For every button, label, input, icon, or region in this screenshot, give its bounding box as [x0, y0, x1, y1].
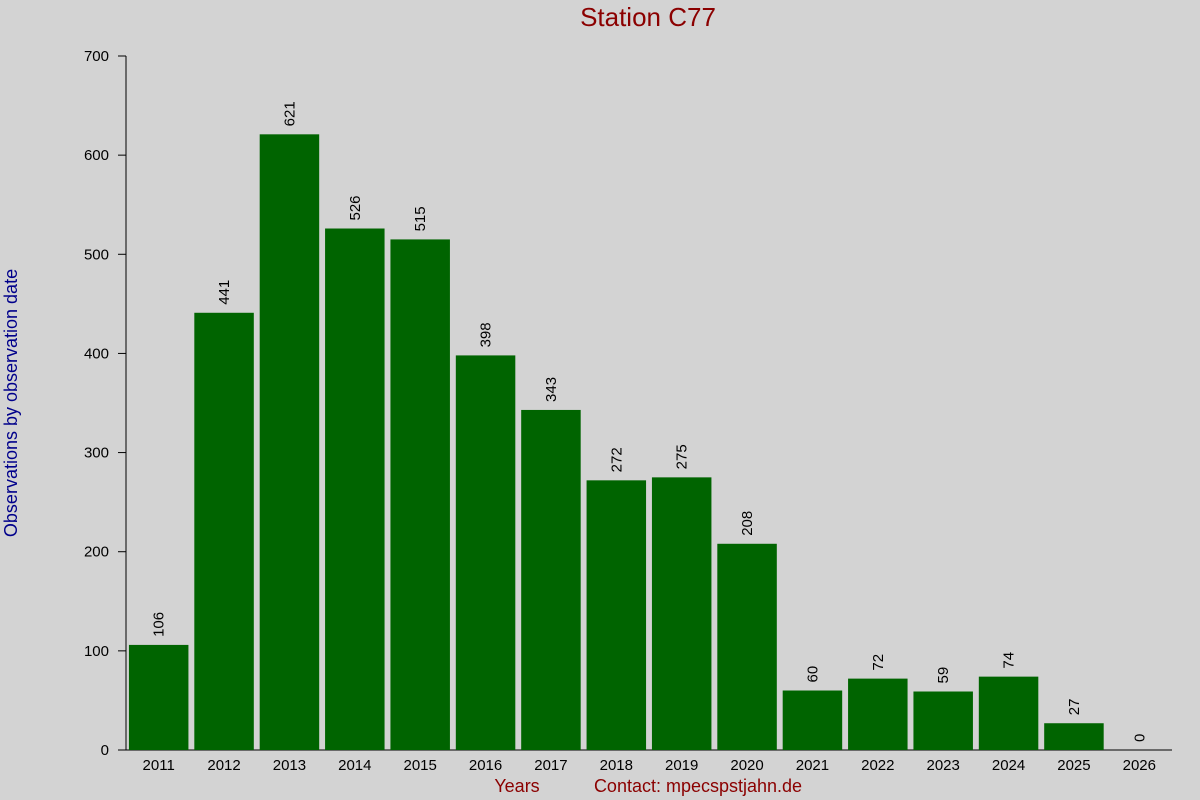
bar — [194, 312, 254, 750]
bar — [1044, 723, 1104, 750]
x-tick-label: 2017 — [534, 757, 567, 774]
x-tick-label: 2013 — [273, 757, 306, 774]
y-tick-label: 200 — [84, 544, 109, 561]
value-label: 275 — [674, 444, 691, 469]
value-label: 74 — [1001, 652, 1018, 669]
bar — [978, 676, 1039, 750]
bar — [455, 355, 516, 750]
value-label: 106 — [151, 612, 168, 637]
x-tick-label: 2019 — [665, 757, 698, 774]
bar — [848, 678, 908, 750]
x-tick-label: 2018 — [600, 757, 633, 774]
bar — [521, 409, 581, 750]
y-tick-label: 500 — [84, 246, 109, 263]
value-label: 441 — [216, 280, 233, 305]
value-label: 526 — [347, 195, 364, 220]
y-tick-label: 700 — [84, 48, 109, 65]
value-label: 60 — [804, 666, 821, 683]
bar — [782, 690, 843, 750]
value-label: 59 — [935, 667, 952, 684]
x-axis-label: Years — [494, 776, 539, 796]
y-tick-label: 300 — [84, 445, 109, 462]
value-label: 208 — [739, 511, 756, 536]
y-axis-label: Observations by observation date — [1, 269, 21, 537]
bar — [390, 239, 450, 750]
value-label: 272 — [608, 447, 625, 472]
value-label: 0 — [1131, 734, 1148, 742]
bar — [586, 480, 647, 750]
value-label: 621 — [281, 101, 298, 126]
bar — [325, 228, 385, 751]
x-tick-label: 2024 — [992, 757, 1025, 774]
contact: Contact: mpecspstjahn.de — [594, 776, 802, 796]
x-tick-label: 2021 — [796, 757, 829, 774]
value-label: 343 — [543, 377, 560, 402]
value-label: 72 — [870, 654, 887, 671]
y-tick-label: 400 — [84, 345, 109, 362]
y-tick-label: 0 — [101, 742, 109, 759]
bar — [717, 543, 777, 750]
value-label: 515 — [412, 206, 429, 231]
y-tick-label: 600 — [84, 147, 109, 164]
bar — [651, 477, 712, 750]
x-tick-label: 2011 — [143, 757, 175, 774]
x-tick-label: 2012 — [207, 757, 240, 774]
chart-title: Station C77 — [580, 2, 716, 32]
bar — [128, 644, 189, 750]
x-tick-label: 2026 — [1123, 757, 1156, 774]
value-label: 27 — [1066, 699, 1083, 716]
x-tick-label: 2022 — [861, 757, 894, 774]
bar — [913, 691, 973, 750]
x-tick-label: 2016 — [469, 757, 502, 774]
x-tick-label: 2014 — [338, 757, 371, 774]
value-label: 398 — [478, 322, 495, 347]
x-tick-label: 2025 — [1057, 757, 1090, 774]
bar — [259, 134, 320, 750]
y-tick-label: 100 — [84, 643, 109, 660]
x-tick-label: 2020 — [730, 757, 763, 774]
x-tick-label: 2023 — [927, 757, 960, 774]
x-tick-label: 2015 — [404, 757, 437, 774]
